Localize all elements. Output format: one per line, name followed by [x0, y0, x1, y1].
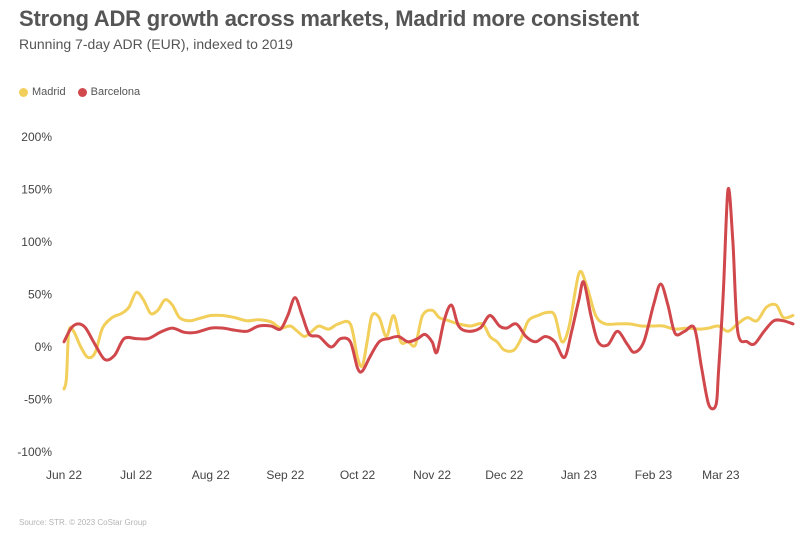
y-tick-label: -100%: [17, 445, 52, 459]
x-tick-label: Aug 22: [192, 468, 230, 482]
series-line-madrid[interactable]: [62, 269, 795, 391]
legend-label-madrid: Madrid: [32, 86, 66, 98]
y-tick-label: 50%: [28, 288, 52, 302]
legend-marker-madrid: [19, 87, 28, 97]
x-tick-label: Jan 23: [561, 468, 597, 482]
x-axis: Jun 22 Jul 22 Aug 22 Sep 22 Oct 22 Nov 22 Dec …: [46, 468, 740, 482]
x-tick-label: Nov 22: [413, 468, 451, 482]
x-tick-label: Mar 23: [702, 468, 740, 482]
y-tick-label: -50%: [24, 393, 52, 407]
legend: Madrid Barcelona: [19, 86, 140, 98]
x-tick-label: Jul 22: [120, 468, 152, 482]
series-lines: [62, 186, 795, 411]
series-line-barcelona[interactable]: [62, 186, 795, 411]
y-tick-label: 0%: [35, 340, 53, 354]
legend-item-barcelona[interactable]: Barcelona: [77, 86, 141, 98]
legend-marker-barcelona: [77, 87, 87, 97]
x-tick-label: Dec 22: [485, 468, 523, 482]
legend-item-madrid[interactable]: Madrid: [19, 86, 66, 98]
y-tick-label: 200%: [21, 130, 52, 144]
source-note: Source: STR. © 2023 CoStar Group: [19, 518, 147, 527]
chart-title: Strong ADR growth across markets, Madrid…: [19, 6, 640, 31]
y-tick-label: 100%: [21, 235, 52, 249]
x-tick-label: Sep 22: [266, 468, 304, 482]
legend-label-barcelona: Barcelona: [90, 86, 141, 98]
x-tick-label: Oct 22: [340, 468, 376, 482]
y-axis: 200% 150% 100% 50% 0% -50% -100%: [17, 130, 52, 459]
y-tick-label: 150%: [21, 183, 52, 197]
x-tick-label: Feb 23: [635, 468, 673, 482]
x-tick-label: Jun 22: [46, 468, 82, 482]
chart-subtitle: Running 7-day ADR (EUR), indexed to 2019: [19, 36, 293, 52]
